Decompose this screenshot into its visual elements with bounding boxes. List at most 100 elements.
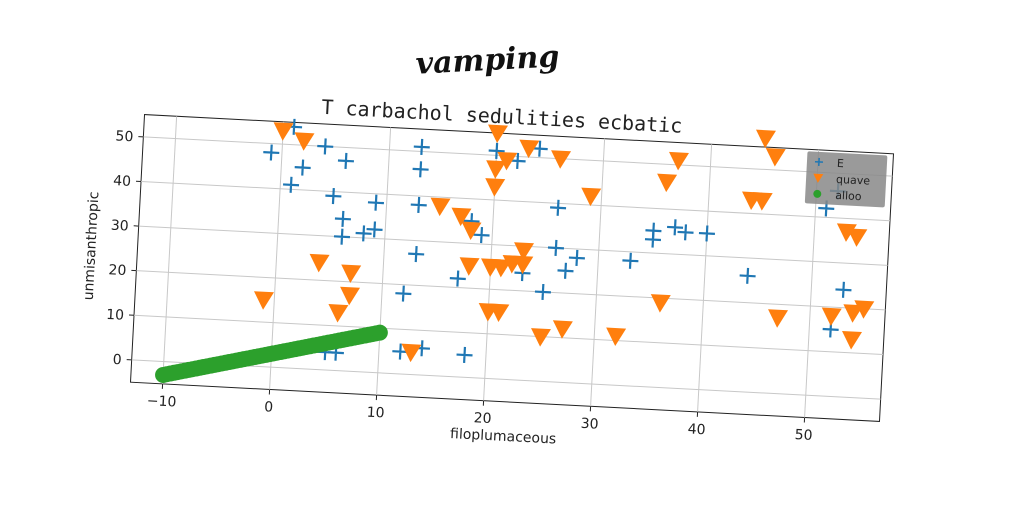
scatter-point-triangle — [836, 223, 857, 242]
scatter-point-plus — [739, 267, 756, 284]
scatter-point-triangle — [254, 291, 274, 310]
scatter-point-plus — [550, 199, 567, 216]
legend-label: E — [837, 157, 845, 170]
x-tick-label: −10 — [146, 393, 176, 411]
x-tick-label: 50 — [794, 427, 813, 444]
axis-ticks: −10 0 10 20 30 40 50 0 10 20 30 40 50 — [106, 128, 813, 444]
scatter-point-plus — [557, 262, 574, 279]
y-tick-label: 20 — [108, 262, 127, 279]
scatter-point-plus — [355, 225, 372, 242]
y-grid-line — [131, 359, 881, 400]
y-axis-label: unmisanthropic — [81, 191, 103, 301]
scatter-point-triangle — [765, 148, 786, 167]
scatter-point-plus — [395, 285, 412, 302]
x-grid-line — [269, 121, 285, 390]
scatter-point-plus — [283, 176, 300, 193]
legend-label: quave — [836, 173, 871, 188]
x-tick-label: 40 — [687, 421, 706, 438]
legend-box — [804, 151, 888, 208]
scatter-point-triangle — [650, 294, 671, 313]
scatter-point-triangle — [514, 242, 535, 261]
scatter-point-plus — [408, 245, 425, 263]
scatter-point-plus — [677, 224, 694, 241]
figure-suptitle: vamping — [415, 39, 560, 81]
x-grid-line — [697, 144, 713, 412]
scatter-point-plus — [294, 159, 311, 176]
scatter-point-plus — [473, 227, 490, 244]
y-grid-line — [140, 180, 891, 222]
scatter-point-triangle — [488, 124, 509, 144]
grid-lines — [131, 116, 893, 418]
legend-entry: E — [814, 157, 845, 170]
scatter-point-triangle — [341, 264, 362, 283]
scatter-point-triangle — [581, 187, 602, 207]
scatter-point-plus — [263, 144, 280, 161]
scatter-point-plus — [568, 249, 585, 267]
y-tick-label: 40 — [113, 173, 132, 190]
legend-label: alloo — [835, 189, 862, 203]
y-grid-line — [136, 270, 886, 311]
scatter-point-plus — [367, 194, 384, 211]
scatter-point-triangle — [430, 197, 451, 217]
y-grid-line — [133, 314, 884, 356]
scatter-point-circle — [371, 324, 388, 341]
scatter-point-triangle — [451, 207, 472, 227]
scatter-point-triangle — [519, 139, 540, 159]
scatter-point-plus — [449, 270, 466, 287]
scatter-point-plus — [698, 225, 715, 242]
scatter-point-triangle — [328, 304, 349, 323]
x-tick-label: 30 — [580, 416, 599, 433]
scatter-point-triangle — [756, 129, 776, 149]
legend-marker — [813, 189, 822, 198]
scatter-point-triangle — [513, 255, 534, 275]
scatter-point-triangle — [273, 122, 294, 141]
scatter-point-triangle — [842, 330, 862, 350]
scatter-point-triangle — [606, 327, 627, 347]
scatter-point-plus — [317, 138, 334, 155]
y-tick-label: 10 — [106, 307, 125, 324]
scatter-point-triangle — [657, 173, 678, 193]
scatter-point-triangle — [551, 150, 572, 169]
scatter-point-plus — [622, 252, 639, 269]
x-tick-label: 20 — [473, 410, 492, 427]
scatter-point-plus — [456, 346, 473, 364]
scatter-point-triangle — [491, 258, 512, 278]
y-tick-label: 30 — [110, 218, 129, 235]
scatter-point-plus — [412, 161, 429, 178]
scatter-point-triangle — [485, 178, 506, 197]
legend-entry: quave — [813, 173, 871, 188]
y-tick-label: 0 — [112, 352, 122, 368]
scatter-point-triangle — [531, 328, 551, 347]
series-alloo — [155, 324, 388, 383]
scatter-point-plus — [337, 152, 354, 169]
x-tick-label: 0 — [264, 399, 274, 415]
scatter-point-triangle — [459, 257, 480, 276]
scatter-point-plus — [547, 239, 565, 256]
scatter-point-triangle — [768, 309, 789, 328]
scatter-point-triangle — [401, 343, 422, 363]
scatter-point-plus — [366, 221, 383, 238]
scatter-point-triangle — [847, 228, 868, 247]
scatter-point-triangle — [843, 304, 864, 323]
scatter-point-plus — [333, 228, 351, 245]
scatter-point-triangle — [821, 307, 842, 327]
x-tick-label: 10 — [366, 405, 385, 422]
scatter-point-triangle — [340, 286, 361, 306]
scatter-point-triangle — [489, 303, 510, 323]
scatter-point-plus — [645, 222, 662, 239]
scatter-point-triangle — [854, 300, 875, 319]
scatter-point-triangle — [752, 192, 773, 211]
scatter-point-plus — [534, 283, 551, 301]
scatter-point-plus — [325, 187, 342, 205]
x-grid-line — [376, 127, 392, 396]
scatter-point-triangle — [552, 320, 573, 339]
scatter-point-triangle — [669, 151, 689, 171]
legend-marker — [813, 173, 824, 183]
scatter-point-plus — [488, 142, 505, 159]
y-grid-line — [138, 225, 888, 266]
scatter-point-triangle — [309, 253, 330, 273]
x-axis-label: filoplumaceous — [450, 426, 557, 448]
scatter-point-plus — [334, 210, 351, 227]
